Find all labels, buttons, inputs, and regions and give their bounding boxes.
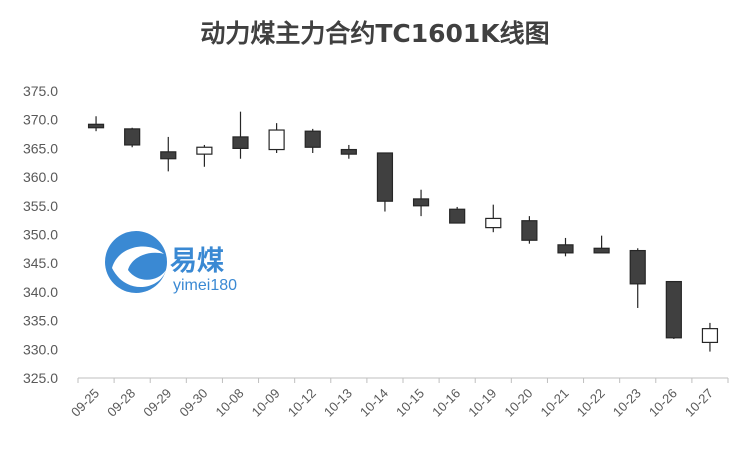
candle-body: [376, 152, 394, 202]
y-tick-label: 325.0: [23, 370, 58, 386]
candle-body: [196, 146, 213, 155]
logo-name: 易煤: [170, 246, 224, 277]
y-tick-label: 360.0: [23, 169, 58, 185]
x-axis-labels: 09-25 09-28 09-29 09-30 10-08 10-09 10-12 10-13…: [68, 386, 716, 420]
candle-body: [521, 220, 538, 241]
candle-body: [340, 148, 357, 155]
candle-body: [412, 198, 430, 207]
x-tick-label: 10-27: [682, 386, 716, 420]
x-tick-label: 09-29: [140, 386, 174, 420]
x-tick-label: 10-12: [285, 386, 319, 420]
candles: [87, 111, 719, 352]
x-tick-label: 10-15: [393, 386, 427, 420]
candle-body: [87, 123, 105, 129]
yimei-logo-watermark: 易煤 yimei180: [105, 231, 237, 294]
y-tick-label: 350.0: [23, 227, 58, 243]
x-tick-label: 09-25: [68, 386, 102, 420]
chart-title: 动力煤主力合约TC1601K线图: [200, 19, 550, 48]
x-tick-label: 10-19: [465, 386, 499, 420]
candle-body: [593, 247, 610, 254]
candle-body: [701, 328, 719, 344]
x-tick-label: 10-21: [538, 386, 572, 420]
x-tick-label: 10-08: [213, 386, 247, 420]
x-tick-label: 10-16: [429, 386, 463, 420]
x-tick-label: 09-28: [104, 386, 138, 420]
axes: [77, 377, 729, 383]
x-tick-label: 10-20: [501, 386, 535, 420]
y-tick-label: 370.0: [23, 112, 58, 128]
x-tick-label: 10-14: [357, 386, 391, 420]
y-axis-labels: 325.0 330.0 335.0 340.0 345.0 350.0 355.0 360.0…: [23, 83, 58, 386]
candle-body: [268, 129, 285, 151]
x-tick-label: 10-22: [574, 386, 608, 420]
y-tick-label: 340.0: [23, 284, 58, 300]
x-tick-label: 10-26: [646, 386, 680, 420]
candle-body: [304, 130, 321, 148]
candle-body: [449, 208, 466, 224]
y-tick-label: 330.0: [23, 341, 58, 357]
x-tick-label: 09-30: [176, 386, 210, 420]
y-tick-label: 375.0: [23, 83, 58, 99]
y-tick-label: 345.0: [23, 255, 58, 271]
candle-body: [629, 249, 646, 285]
candle-body: [557, 244, 574, 254]
candle-body: [232, 136, 249, 149]
candle-body: [665, 280, 682, 339]
x-tick-label: 10-23: [610, 386, 644, 420]
y-tick-label: 365.0: [23, 140, 58, 156]
logo-sub: yimei180: [173, 277, 237, 294]
x-tick-label: 10-09: [249, 386, 283, 420]
y-tick-label: 355.0: [23, 198, 58, 214]
candle-body: [160, 151, 177, 160]
candle-body: [485, 217, 502, 229]
y-tick-label: 335.0: [23, 313, 58, 329]
candle-body: [124, 128, 141, 146]
x-tick-label: 10-13: [321, 386, 355, 420]
logo-wave-icon: [112, 246, 166, 288]
